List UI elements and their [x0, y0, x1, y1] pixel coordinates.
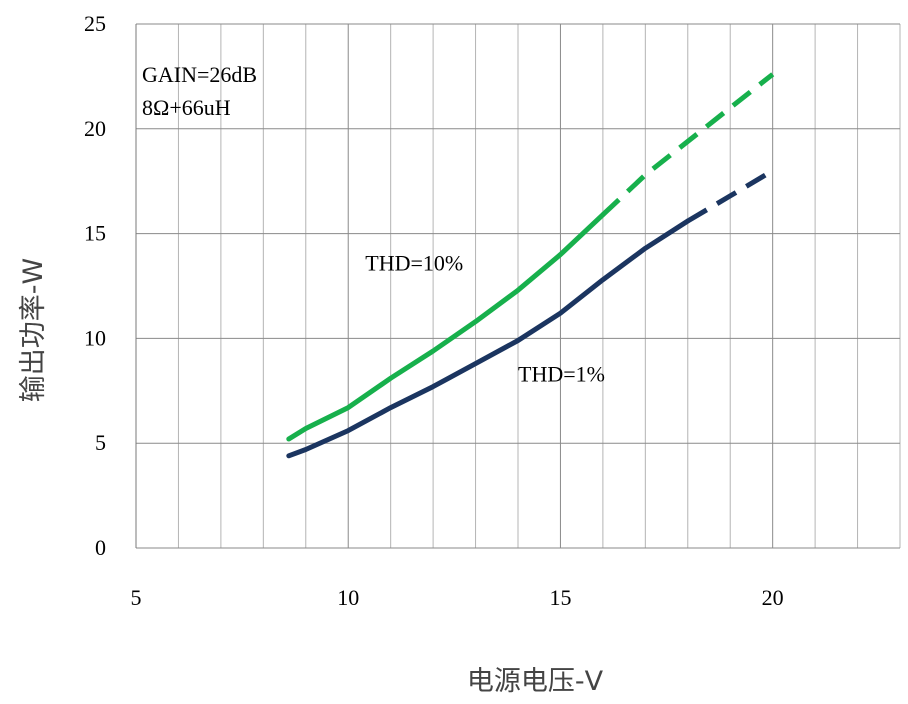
series-label-thd10: THD=10%: [365, 250, 463, 275]
series-line-1: [286, 218, 691, 459]
series-dashed-1: [686, 168, 774, 224]
y-tick-label: 10: [84, 325, 106, 350]
grid-lines: [135, 23, 901, 549]
x-tick-label: 20: [762, 585, 784, 610]
y-tick-label: 25: [84, 11, 106, 36]
x-axis-title: 电源电压-V: [467, 666, 604, 697]
y-tick-label: 0: [95, 535, 106, 560]
y-tick-label: 20: [84, 116, 106, 141]
series-dashed-0: [601, 72, 775, 217]
x-tick-label: 5: [131, 585, 142, 610]
annotation-gain: GAIN=26dB: [142, 62, 257, 87]
y-tick-label: 5: [95, 430, 106, 455]
x-tick-label: 10: [337, 585, 359, 610]
annotation-load: 8Ω+66uH: [142, 95, 231, 120]
y-tick-label: 15: [84, 221, 106, 246]
annotation-box: GAIN=26dB 8Ω+66uH: [142, 62, 257, 120]
x-tick-label: 15: [549, 585, 571, 610]
series-label-thd1: THD=1%: [518, 361, 605, 386]
series-line-0: [286, 212, 606, 442]
series-layer: [286, 72, 775, 459]
y-axis-title: 输出功率-W: [18, 258, 49, 402]
